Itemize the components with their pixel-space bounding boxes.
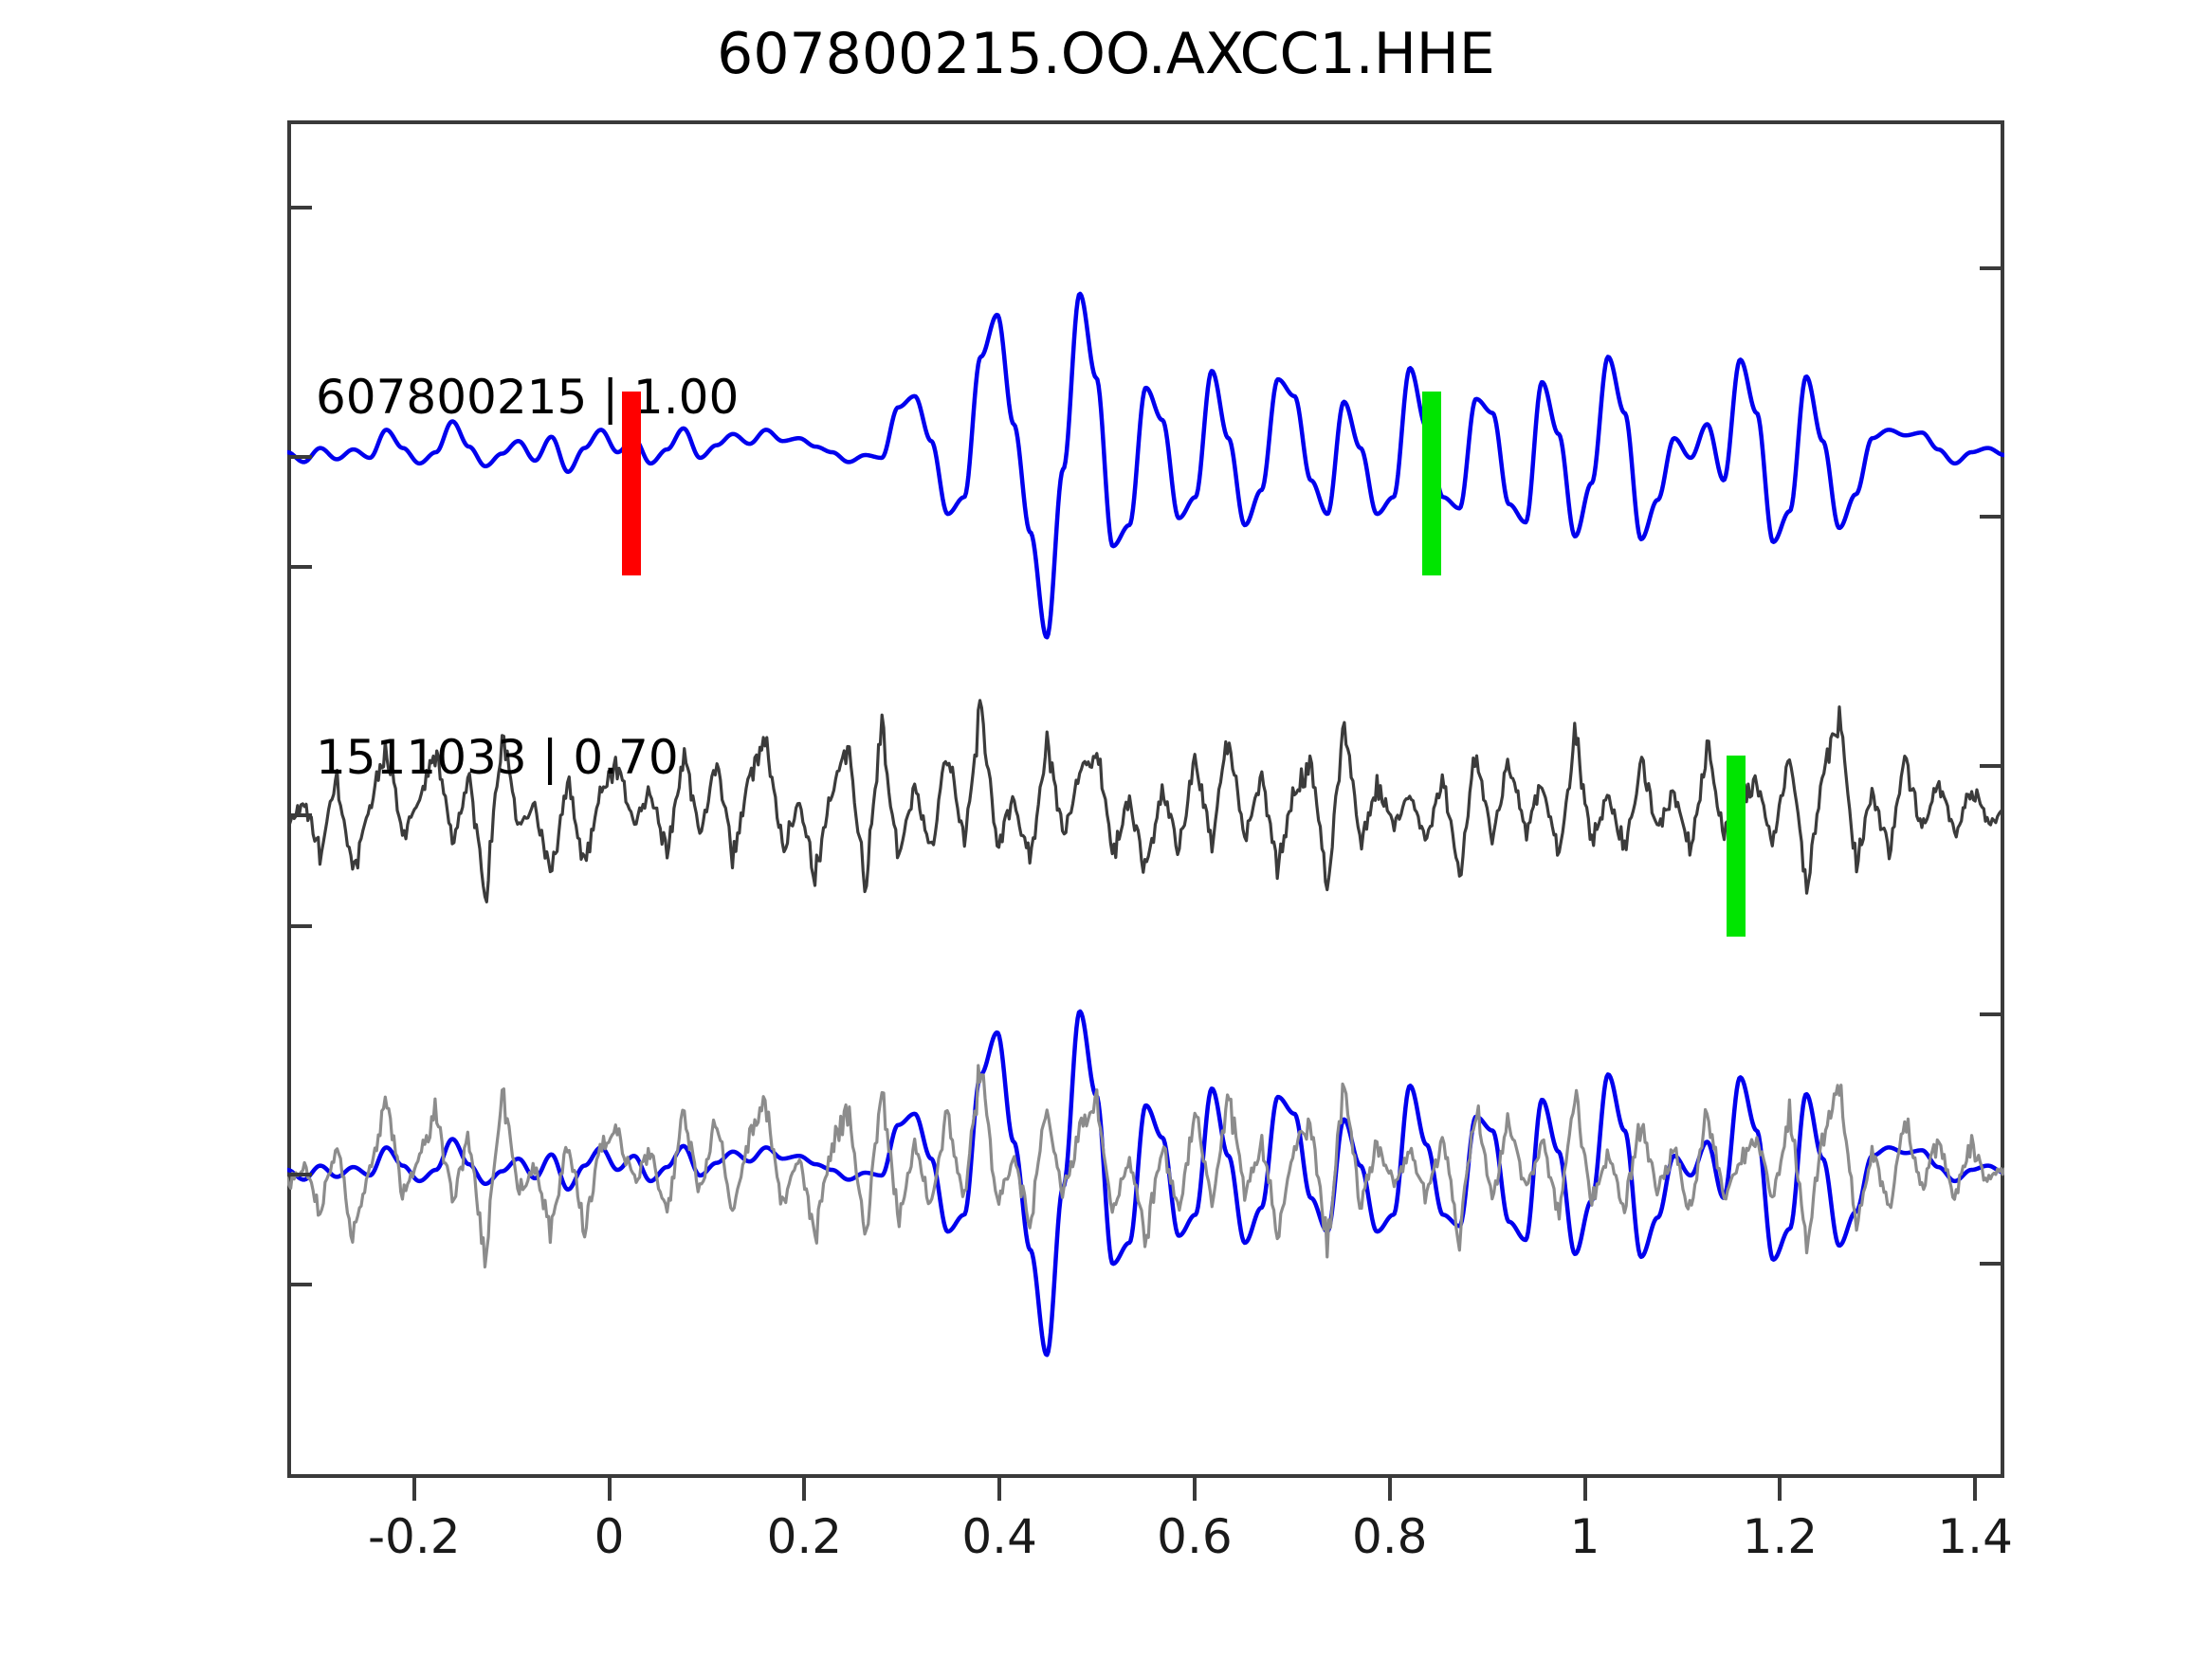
x-tick-label-6: 1 (1569, 1509, 1600, 1564)
x-tick-4 (1192, 1478, 1197, 1501)
y-tick-7 (287, 1283, 312, 1286)
trace-label-detection: 1511033 | 0.70 (316, 730, 679, 785)
y-tick-5 (287, 924, 312, 928)
x-tick-label-0: -0.2 (367, 1509, 461, 1564)
pick-green-template (1422, 392, 1441, 575)
y-tick-1 (287, 206, 312, 210)
pick-red-template (622, 392, 641, 575)
x-tick-label-3: 0.4 (961, 1509, 1037, 1564)
waveform-canvas (287, 291, 2004, 1358)
x-tick-label-1: 0 (594, 1509, 625, 1564)
y-tick-4 (287, 813, 312, 817)
page-title: 607800215.OO.AXCC1.HHE (717, 21, 1495, 87)
y-tick-right-2 (1980, 515, 2004, 519)
x-tick-5 (1387, 1478, 1392, 1501)
waveform-template (287, 291, 2004, 640)
y-tick-3 (287, 565, 312, 569)
x-tick-8 (1973, 1478, 1978, 1501)
x-tick-label-8: 1.4 (1937, 1509, 2013, 1564)
x-tick-label-4: 0.6 (1157, 1509, 1233, 1564)
x-tick-6 (1582, 1478, 1587, 1501)
y-tick-6 (287, 1173, 312, 1176)
x-tick-2 (802, 1478, 807, 1501)
trace-label-template: 607800215 | 1.00 (316, 370, 740, 425)
x-tick-7 (1778, 1478, 1782, 1501)
x-tick-1 (607, 1478, 612, 1501)
y-tick-right-4 (1980, 1012, 2004, 1016)
waveform-detection (287, 699, 2004, 903)
x-tick-label-7: 1.2 (1742, 1509, 1819, 1564)
x-tick-label-5: 0.8 (1351, 1509, 1428, 1564)
y-tick-right-3 (1980, 764, 2004, 768)
waveform-overlay-detection (287, 1064, 2004, 1269)
pick-green-detection (1727, 756, 1746, 937)
y-tick-2 (287, 455, 312, 459)
x-tick-3 (997, 1478, 1002, 1501)
waveform-overlay-template (287, 1009, 2004, 1358)
y-tick-right-1 (1980, 266, 2004, 270)
x-tick-0 (411, 1478, 416, 1501)
y-tick-right-5 (1980, 1262, 2004, 1266)
x-tick-label-2: 0.2 (766, 1509, 843, 1564)
